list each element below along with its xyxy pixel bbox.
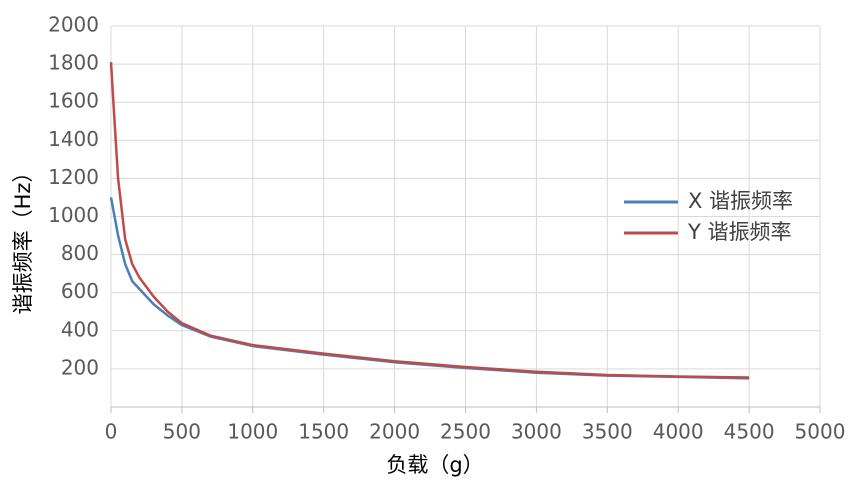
x-tick-label: 2500 bbox=[440, 420, 491, 444]
y-axis-title: 谐振频率（Hz） bbox=[11, 162, 35, 315]
y-tick-label: 1400 bbox=[48, 127, 99, 151]
legend-label: Y 谐振频率 bbox=[687, 220, 792, 244]
x-tick-label: 0 bbox=[105, 420, 118, 444]
x-tick-label: 500 bbox=[163, 420, 201, 444]
line bbox=[109, 197, 750, 380]
y-tick-label: 1600 bbox=[48, 89, 99, 113]
x-tick-label: 4000 bbox=[653, 420, 704, 444]
x-tick-label: 3000 bbox=[511, 420, 562, 444]
y-tick-label: 1800 bbox=[48, 51, 99, 75]
y-tick-label: 800 bbox=[61, 241, 99, 265]
line bbox=[109, 62, 750, 379]
y-tick-label: 600 bbox=[61, 279, 99, 303]
y-tick-label: 200 bbox=[61, 355, 99, 379]
y-tick-label: 400 bbox=[61, 317, 99, 341]
x-tick-label: 5000 bbox=[795, 420, 846, 444]
y-tick-label: 2000 bbox=[48, 13, 99, 37]
x-tick-label: 2000 bbox=[369, 420, 420, 444]
y-tick-label: 1200 bbox=[48, 165, 99, 189]
x-tick-label: 1000 bbox=[227, 420, 278, 444]
y-tick-label: 1000 bbox=[48, 203, 99, 227]
x-tick-label: 4500 bbox=[724, 420, 775, 444]
x-axis-title: 负载（g） bbox=[386, 453, 483, 477]
x-tick-label: 3500 bbox=[582, 420, 633, 444]
legend-label: X 谐振频率 bbox=[688, 189, 793, 213]
x-tick-label: 1500 bbox=[298, 420, 349, 444]
